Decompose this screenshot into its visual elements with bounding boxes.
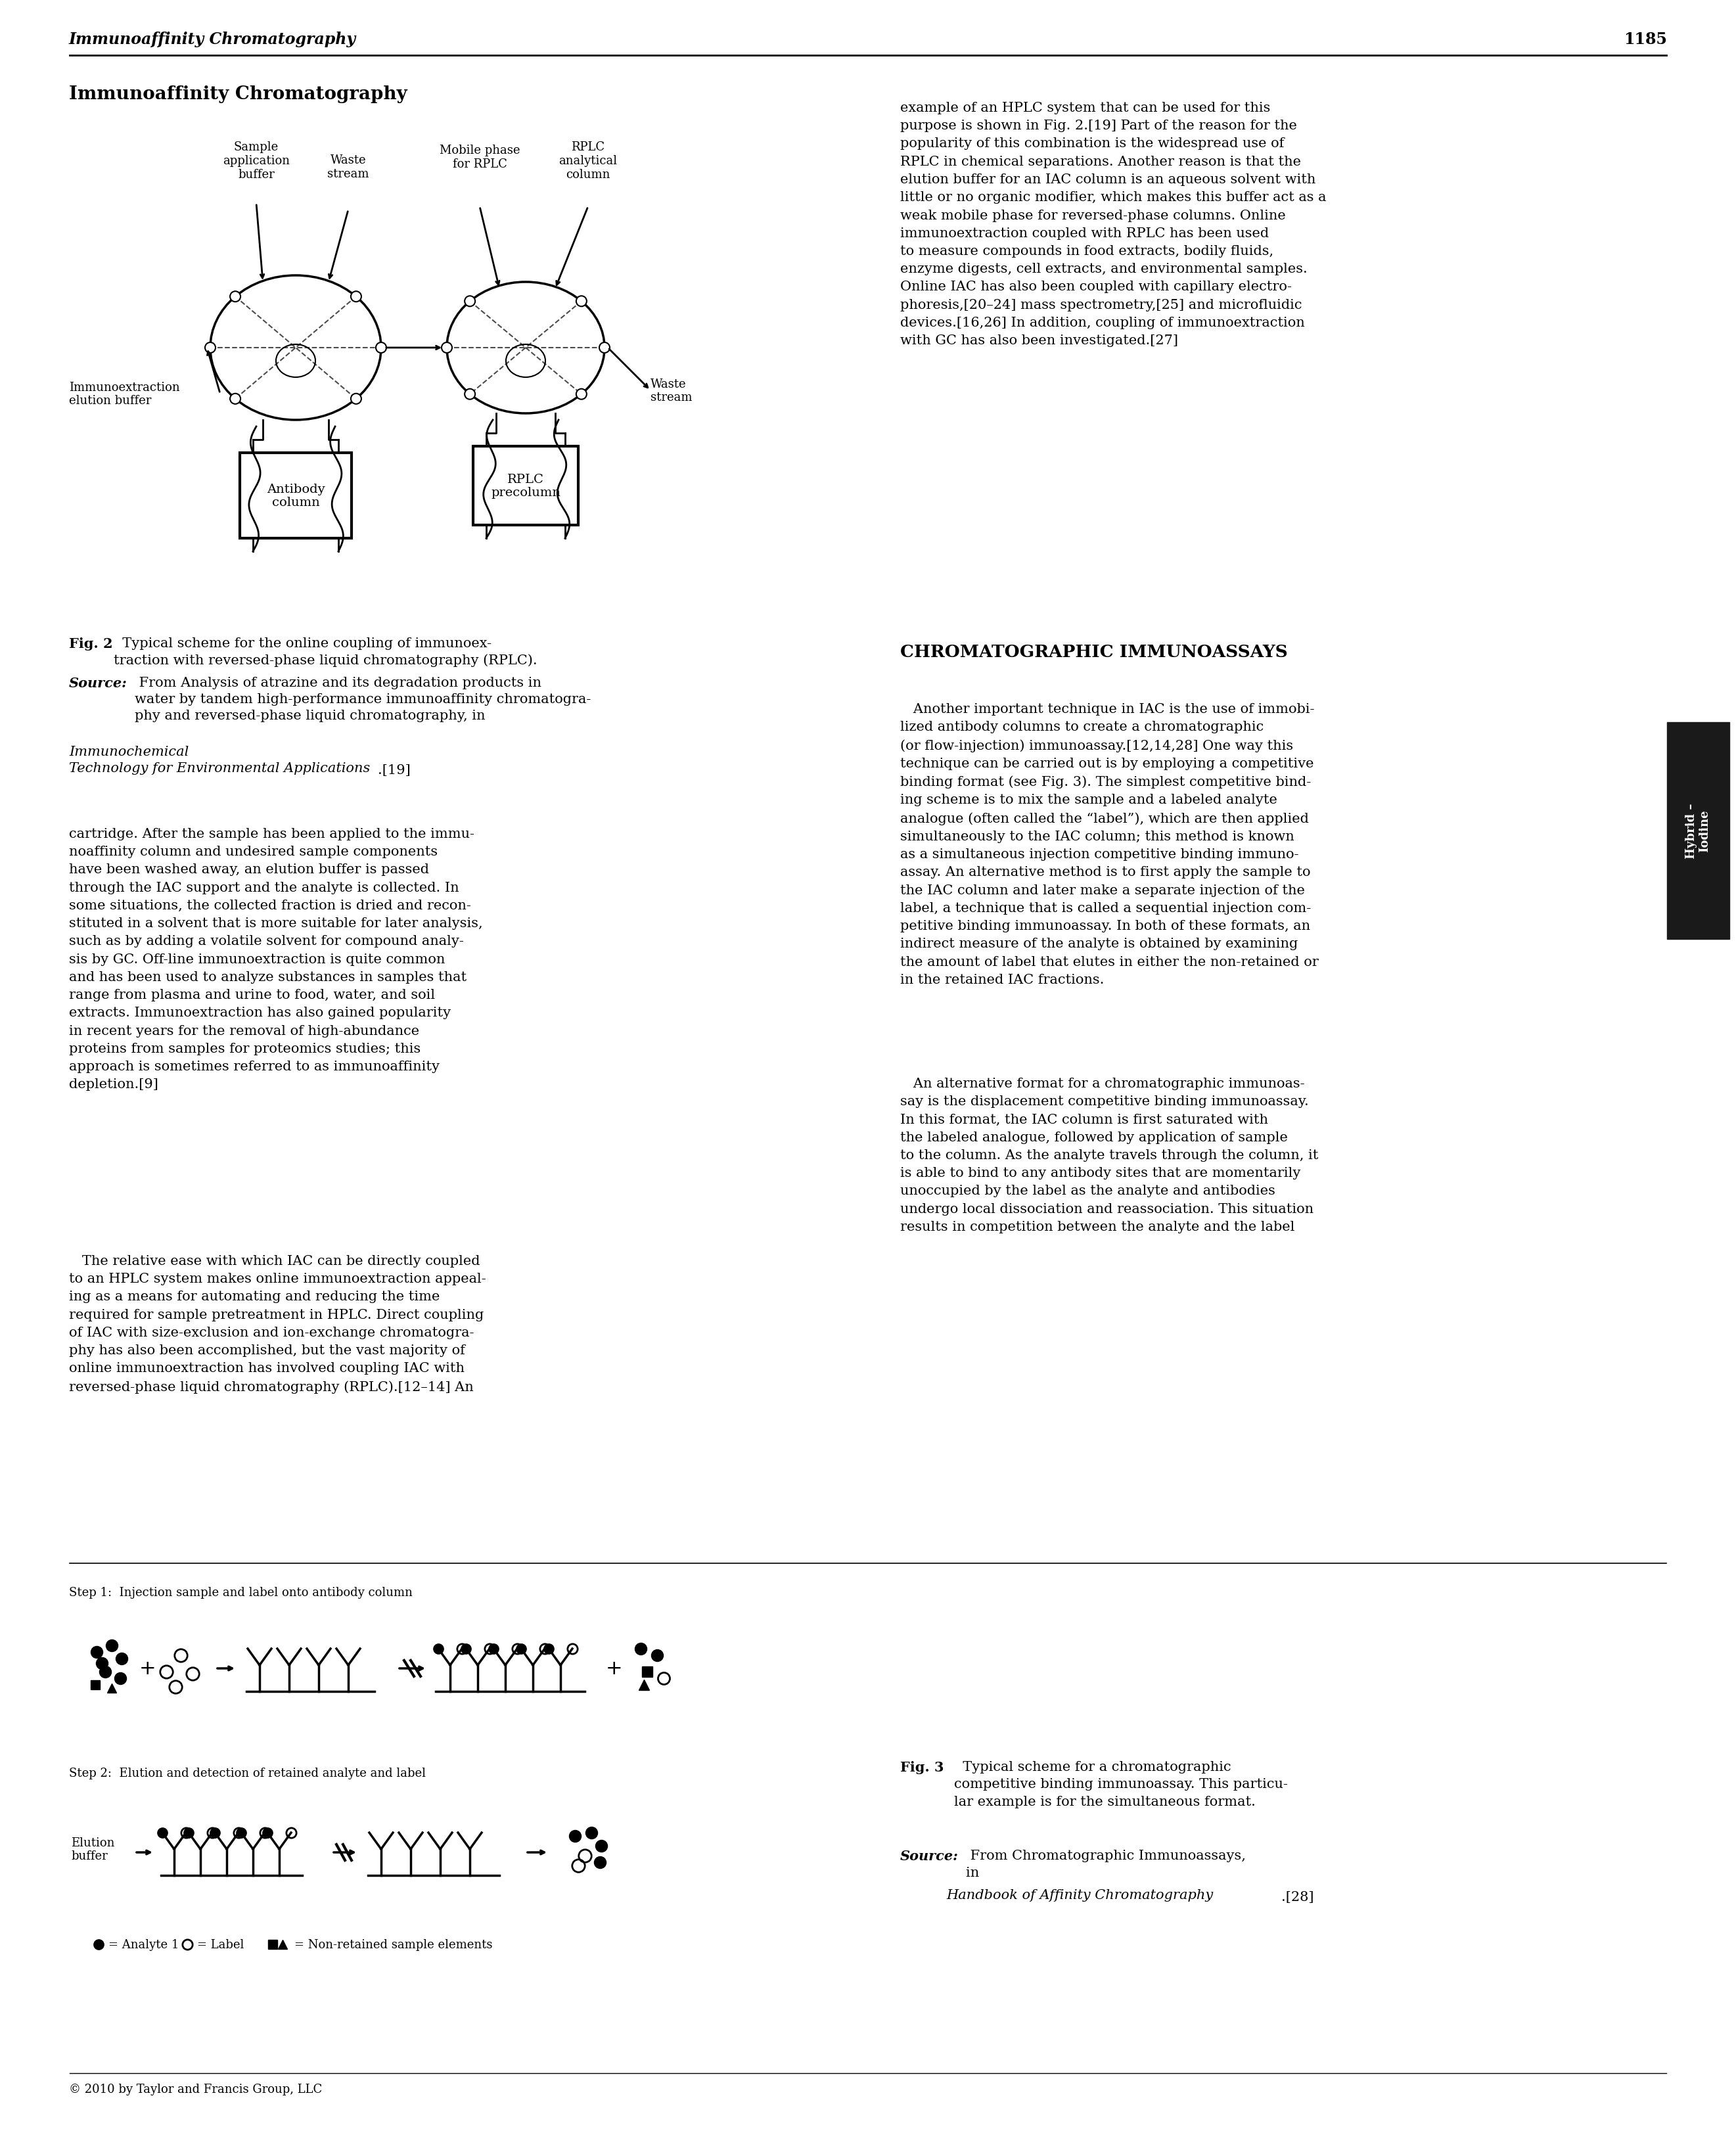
Text: cartridge. After the sample has been applied to the immu-
noaffinity column and : cartridge. After the sample has been app… (69, 828, 483, 1090)
Circle shape (231, 292, 241, 302)
Text: Immunoextraction
elution buffer: Immunoextraction elution buffer (69, 381, 181, 407)
Text: Step 1:  Injection sample and label onto antibody column: Step 1: Injection sample and label onto … (69, 1586, 413, 1599)
Text: Fig. 2: Fig. 2 (69, 637, 113, 649)
Text: Antibody
column: Antibody column (267, 483, 325, 509)
Bar (1667, 722, 1729, 939)
Text: From Analysis of atrazine and its degradation products in
water by tandem high-p: From Analysis of atrazine and its degrad… (135, 677, 590, 722)
Text: example of an HPLC system that can be used for this
purpose is shown in Fig. 2.[: example of an HPLC system that can be us… (901, 102, 1326, 347)
Circle shape (205, 343, 215, 353)
Text: Immunoaffinity Chromatography: Immunoaffinity Chromatography (69, 85, 408, 102)
Text: .[19]: .[19] (378, 764, 410, 777)
Text: An alternative format for a chromatographic immunoas-
say is the displacement co: An alternative format for a chromatograp… (901, 1077, 1318, 1233)
Circle shape (351, 292, 361, 302)
Text: From Chromatographic Immunoassays,
in: From Chromatographic Immunoassays, in (965, 1850, 1246, 1880)
Text: = Label: = Label (198, 1940, 245, 1950)
Circle shape (576, 390, 587, 400)
Circle shape (576, 296, 587, 307)
Text: Step 2:  Elution and detection of retained analyte and label: Step 2: Elution and detection of retaine… (69, 1767, 425, 1780)
Text: Immunochemical
Technology for Environmental Applications: Immunochemical Technology for Environmen… (69, 745, 370, 775)
Circle shape (231, 394, 241, 405)
Text: Typical scheme for a chromatographic
competitive binding immunoassay. This parti: Typical scheme for a chromatographic com… (955, 1761, 1288, 1808)
Text: RPLC
analytical
column: RPLC analytical column (559, 141, 618, 181)
Circle shape (441, 343, 451, 353)
Circle shape (465, 390, 476, 400)
Text: Waste
stream: Waste stream (328, 155, 370, 179)
Text: Hybrid –
Iodine: Hybrid – Iodine (1686, 803, 1710, 858)
Circle shape (465, 296, 476, 307)
Text: .[28]: .[28] (1281, 1891, 1314, 1903)
Text: Source:: Source: (69, 677, 127, 690)
Text: Sample
application
buffer: Sample application buffer (222, 141, 290, 181)
Text: = Non-retained sample elements: = Non-retained sample elements (295, 1940, 493, 1950)
Text: Immunoaffinity Chromatography: Immunoaffinity Chromatography (69, 32, 356, 47)
Text: RPLC
precolumn: RPLC precolumn (491, 473, 561, 498)
Text: Elution
buffer: Elution buffer (71, 1837, 115, 1863)
Circle shape (351, 394, 361, 405)
Circle shape (599, 343, 609, 353)
Text: Source:: Source: (901, 1850, 958, 1863)
Text: Handbook of Affinity Chromatography: Handbook of Affinity Chromatography (946, 1888, 1213, 1901)
Text: Waste
stream: Waste stream (651, 379, 693, 405)
Text: 1185: 1185 (1623, 32, 1667, 47)
Bar (240, 453, 351, 539)
Text: The relative ease with which IAC can be directly coupled
to an HPLC system makes: The relative ease with which IAC can be … (69, 1254, 486, 1392)
Text: Another important technique in IAC is the use of immobi-
lized antibody columns : Another important technique in IAC is th… (901, 703, 1319, 986)
Text: = Analyte 1: = Analyte 1 (108, 1940, 179, 1950)
Text: CHROMATOGRAPHIC IMMUNOASSAYS: CHROMATOGRAPHIC IMMUNOASSAYS (901, 643, 1288, 660)
Text: Fig. 3: Fig. 3 (901, 1761, 944, 1773)
Text: +: + (139, 1658, 156, 1678)
Text: Mobile phase
for RPLC: Mobile phase for RPLC (439, 145, 519, 170)
Bar (474, 447, 578, 526)
Text: © 2010 by Taylor and Francis Group, LLC: © 2010 by Taylor and Francis Group, LLC (69, 2082, 323, 2095)
Text: +: + (606, 1658, 623, 1678)
Text: Typical scheme for the online coupling of immunoex-
traction with reversed-phase: Typical scheme for the online coupling o… (113, 637, 536, 666)
Circle shape (377, 343, 387, 353)
